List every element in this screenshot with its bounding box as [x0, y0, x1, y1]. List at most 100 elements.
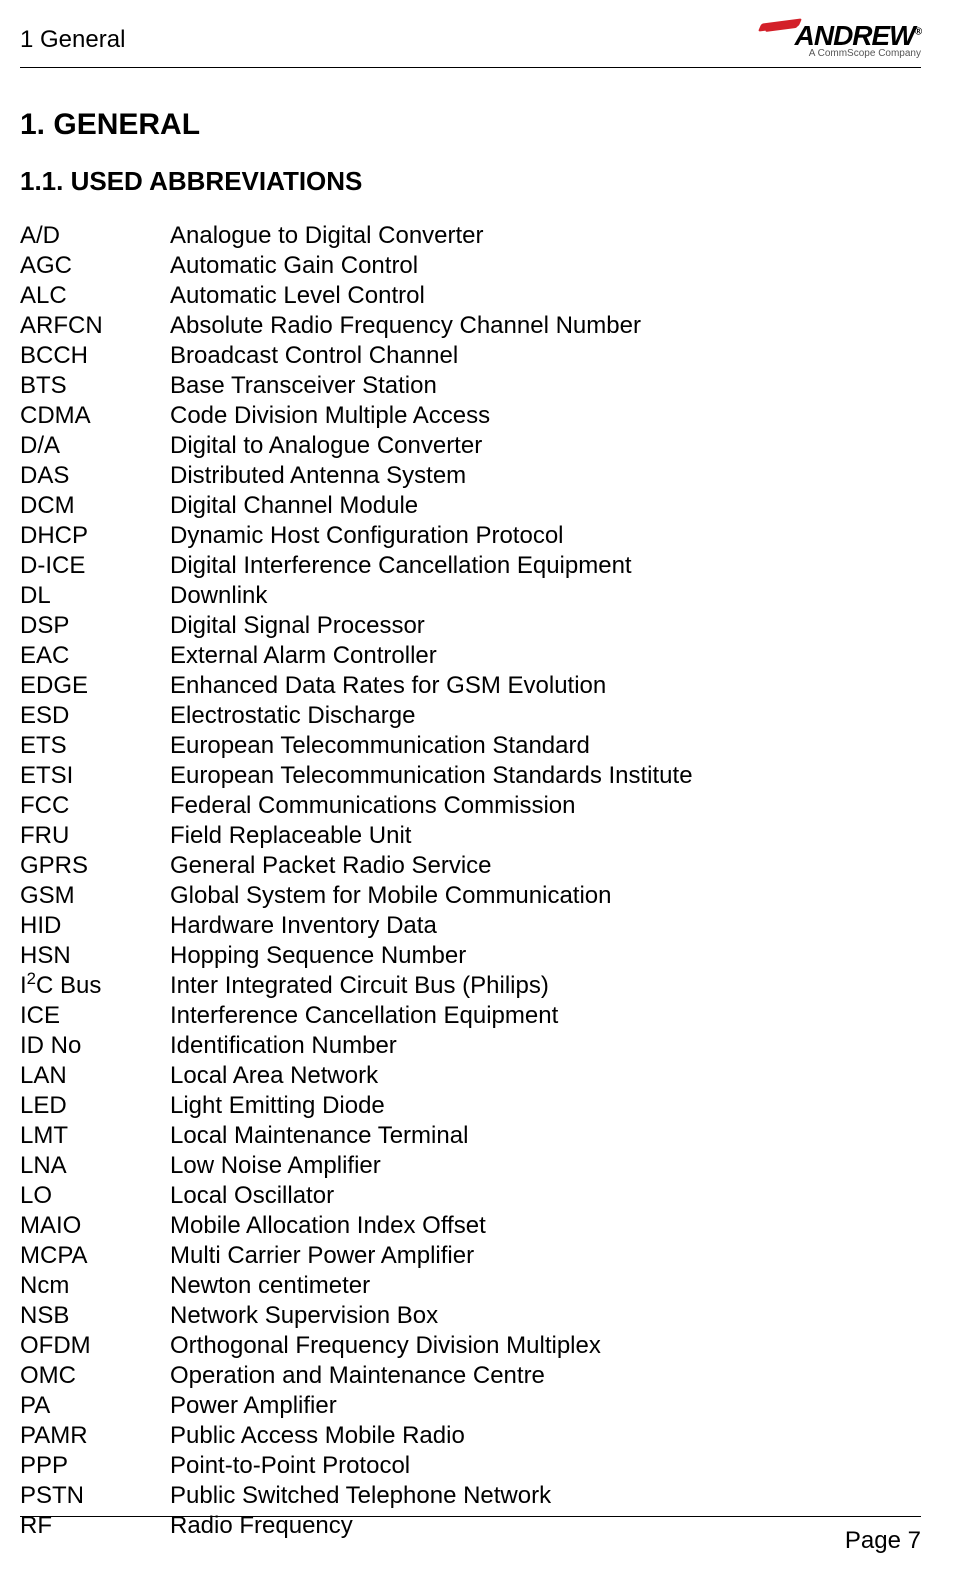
- abbrev-definition: Hopping Sequence Number: [170, 941, 921, 971]
- abbrev-row: ESDElectrostatic Discharge: [20, 701, 921, 731]
- abbrev-definition: Code Division Multiple Access: [170, 401, 921, 431]
- abbrev-row: NSBNetwork Supervision Box: [20, 1301, 921, 1331]
- abbrev-term: ESD: [20, 701, 170, 731]
- abbrev-term: MCPA: [20, 1241, 170, 1271]
- abbrev-definition: Automatic Level Control: [170, 281, 921, 311]
- abbrev-row: LMTLocal Maintenance Terminal: [20, 1121, 921, 1151]
- abbrev-row: BCCHBroadcast Control Channel: [20, 341, 921, 371]
- page-footer: Page 7: [20, 1516, 921, 1555]
- abbrev-row: ARFCNAbsolute Radio Frequency Channel Nu…: [20, 311, 921, 341]
- abbrev-row: GSMGlobal System for Mobile Communicatio…: [20, 881, 921, 911]
- logo: ANDREW® A CommScope Company: [761, 20, 921, 59]
- abbrev-row: OFDMOrthogonal Frequency Division Multip…: [20, 1331, 921, 1361]
- abbrev-definition: Downlink: [170, 581, 921, 611]
- abbrev-term: D-ICE: [20, 551, 170, 581]
- abbrev-row: D/ADigital to Analogue Converter: [20, 431, 921, 461]
- abbrev-definition: Low Noise Amplifier: [170, 1151, 921, 1181]
- abbrev-row: PAPower Amplifier: [20, 1391, 921, 1421]
- registered-mark: ®: [915, 27, 921, 38]
- abbrev-definition: Identification Number: [170, 1031, 921, 1061]
- abbrev-row: EACExternal Alarm Controller: [20, 641, 921, 671]
- abbrev-term: EAC: [20, 641, 170, 671]
- abbrev-definition: Power Amplifier: [170, 1391, 921, 1421]
- abbrev-definition: Field Replaceable Unit: [170, 821, 921, 851]
- abbrev-definition: Broadcast Control Channel: [170, 341, 921, 371]
- abbrev-definition: Mobile Allocation Index Offset: [170, 1211, 921, 1241]
- abbrev-row: EDGEEnhanced Data Rates for GSM Evolutio…: [20, 671, 921, 701]
- abbrev-definition: Distributed Antenna System: [170, 461, 921, 491]
- abbrev-definition: Public Switched Telephone Network: [170, 1481, 921, 1511]
- abbrev-term: PPP: [20, 1451, 170, 1481]
- abbrev-row: MAIOMobile Allocation Index Offset: [20, 1211, 921, 1241]
- abbrev-term: EDGE: [20, 671, 170, 701]
- abbrev-row: LNALow Noise Amplifier: [20, 1151, 921, 1181]
- abbrev-row: FRUField Replaceable Unit: [20, 821, 921, 851]
- page-number: Page 7: [845, 1527, 921, 1554]
- abbrev-definition: Inter Integrated Circuit Bus (Philips): [170, 971, 921, 1001]
- abbrev-term: ALC: [20, 281, 170, 311]
- abbrev-term: DSP: [20, 611, 170, 641]
- abbrev-term: LMT: [20, 1121, 170, 1151]
- abbrev-row: LEDLight Emitting Diode: [20, 1091, 921, 1121]
- abbrev-definition: Local Area Network: [170, 1061, 921, 1091]
- abbrev-row: OMCOperation and Maintenance Centre: [20, 1361, 921, 1391]
- abbrev-definition: Dynamic Host Configuration Protocol: [170, 521, 921, 551]
- abbrev-definition: Multi Carrier Power Amplifier: [170, 1241, 921, 1271]
- abbreviation-list: A/DAnalogue to Digital ConverterAGCAutom…: [20, 221, 921, 1541]
- abbrev-row: PPPPoint-to-Point Protocol: [20, 1451, 921, 1481]
- abbrev-row: HSNHopping Sequence Number: [20, 941, 921, 971]
- logo-text: ANDREW®: [761, 20, 921, 52]
- logo-swoosh-icon: [761, 19, 801, 33]
- abbrev-definition: Network Supervision Box: [170, 1301, 921, 1331]
- abbrev-row: PAMRPublic Access Mobile Radio: [20, 1421, 921, 1451]
- abbrev-definition: Federal Communications Commission: [170, 791, 921, 821]
- abbrev-row: ALCAutomatic Level Control: [20, 281, 921, 311]
- abbrev-term: CDMA: [20, 401, 170, 431]
- abbrev-definition: Interference Cancellation Equipment: [170, 1001, 921, 1031]
- abbrev-definition: External Alarm Controller: [170, 641, 921, 671]
- abbrev-term: DCM: [20, 491, 170, 521]
- abbrev-row: MCPAMulti Carrier Power Amplifier: [20, 1241, 921, 1271]
- abbrev-term: PA: [20, 1391, 170, 1421]
- abbrev-term: A/D: [20, 221, 170, 251]
- abbrev-row: LANLocal Area Network: [20, 1061, 921, 1091]
- abbrev-definition: Digital Interference Cancellation Equipm…: [170, 551, 921, 581]
- abbrev-row: DASDistributed Antenna System: [20, 461, 921, 491]
- abbrev-term: PAMR: [20, 1421, 170, 1451]
- abbrev-term: LNA: [20, 1151, 170, 1181]
- abbrev-term: DAS: [20, 461, 170, 491]
- abbrev-term: BTS: [20, 371, 170, 401]
- abbrev-term: ETSI: [20, 761, 170, 791]
- abbrev-term: I2C Bus: [20, 971, 170, 1001]
- abbrev-row: D-ICEDigital Interference Cancellation E…: [20, 551, 921, 581]
- abbrev-definition: Analogue to Digital Converter: [170, 221, 921, 251]
- abbrev-row: FCCFederal Communications Commission: [20, 791, 921, 821]
- abbrev-term: HID: [20, 911, 170, 941]
- abbrev-row: DSPDigital Signal Processor: [20, 611, 921, 641]
- abbrev-definition: Global System for Mobile Communication: [170, 881, 921, 911]
- abbrev-row: PSTNPublic Switched Telephone Network: [20, 1481, 921, 1511]
- abbrev-row: ICEInterference Cancellation Equipment: [20, 1001, 921, 1031]
- abbrev-row: DLDownlink: [20, 581, 921, 611]
- abbrev-definition: Local Maintenance Terminal: [170, 1121, 921, 1151]
- abbrev-term: FCC: [20, 791, 170, 821]
- abbrev-definition: Orthogonal Frequency Division Multiplex: [170, 1331, 921, 1361]
- abbrev-definition: Enhanced Data Rates for GSM Evolution: [170, 671, 921, 701]
- abbrev-term: ICE: [20, 1001, 170, 1031]
- abbrev-term: DHCP: [20, 521, 170, 551]
- abbrev-definition: Digital Channel Module: [170, 491, 921, 521]
- abbrev-row: LOLocal Oscillator: [20, 1181, 921, 1211]
- section-heading: 1. GENERAL: [20, 108, 921, 142]
- abbrev-definition: Newton centimeter: [170, 1271, 921, 1301]
- abbrev-definition: Absolute Radio Frequency Channel Number: [170, 311, 921, 341]
- abbrev-term: LAN: [20, 1061, 170, 1091]
- abbrev-term: MAIO: [20, 1211, 170, 1241]
- abbrev-row: GPRSGeneral Packet Radio Service: [20, 851, 921, 881]
- abbrev-term: HSN: [20, 941, 170, 971]
- abbrev-term: GSM: [20, 881, 170, 911]
- abbrev-definition: European Telecommunication Standards Ins…: [170, 761, 921, 791]
- abbrev-definition: Light Emitting Diode: [170, 1091, 921, 1121]
- abbrev-term: ETS: [20, 731, 170, 761]
- abbrev-row: HIDHardware Inventory Data: [20, 911, 921, 941]
- abbrev-definition: Digital to Analogue Converter: [170, 431, 921, 461]
